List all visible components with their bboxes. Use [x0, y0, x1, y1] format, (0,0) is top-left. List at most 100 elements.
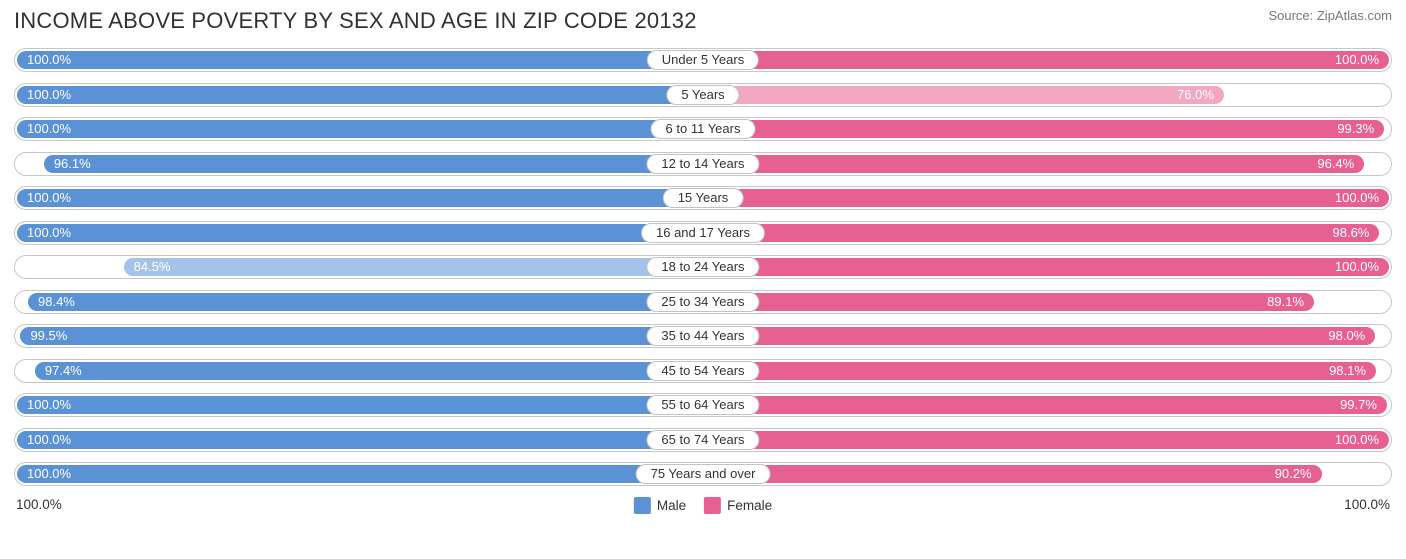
swatch-female: [704, 497, 721, 514]
female-bar: [703, 396, 1387, 414]
male-value-label: 100.0%: [15, 463, 83, 485]
male-value-label: 100.0%: [15, 222, 83, 244]
female-bar: [703, 431, 1389, 449]
female-value-label: 99.3%: [1325, 118, 1386, 140]
female-half: 89.1%: [703, 291, 1391, 313]
female-value-label: 100.0%: [1323, 49, 1391, 71]
male-bar: [35, 362, 703, 380]
legend: Male Female: [634, 497, 772, 514]
category-label: 16 and 17 Years: [641, 223, 765, 243]
male-bar: [20, 327, 703, 345]
chart-row: 100.0%76.0%5 Years: [14, 83, 1392, 107]
chart-row: 100.0%100.0%Under 5 Years: [14, 48, 1392, 72]
female-bar: [703, 258, 1389, 276]
female-bar: [703, 120, 1384, 138]
female-half: 99.7%: [703, 394, 1391, 416]
male-value-label: 100.0%: [15, 49, 83, 71]
category-label: 55 to 64 Years: [646, 395, 759, 415]
female-half: 90.2%: [703, 463, 1391, 485]
male-value-label: 98.4%: [26, 291, 87, 313]
female-half: 98.6%: [703, 222, 1391, 244]
category-label: 12 to 14 Years: [646, 154, 759, 174]
female-value-label: 90.2%: [1263, 463, 1324, 485]
female-bar: [703, 189, 1389, 207]
male-half: 100.0%: [15, 118, 703, 140]
male-half: 100.0%: [15, 222, 703, 244]
female-half: 98.1%: [703, 360, 1391, 382]
male-value-label: 84.5%: [122, 256, 183, 278]
chart-row: 97.4% 98.1% 45 to 54 Years: [14, 359, 1392, 383]
female-bar: [703, 362, 1376, 380]
female-value-label: 100.0%: [1323, 429, 1391, 451]
male-half: 100.0%: [15, 394, 703, 416]
chart-row: 100.0% 100.0% 65 to 74 Years: [14, 428, 1392, 452]
female-bar: [703, 465, 1322, 483]
male-half: 99.5%: [15, 325, 703, 347]
legend-female-label: Female: [727, 498, 772, 513]
chart-row: 100.0%100.0%15 Years: [14, 186, 1392, 210]
female-value-label: 100.0%: [1323, 256, 1391, 278]
female-value-label: 89.1%: [1255, 291, 1316, 313]
chart-title: INCOME ABOVE POVERTY BY SEX AND AGE IN Z…: [14, 8, 697, 34]
female-bar: [703, 293, 1314, 311]
category-label: 75 Years and over: [636, 464, 771, 484]
female-bar: [703, 327, 1375, 345]
category-label: 6 to 11 Years: [651, 119, 756, 139]
chart-row: 96.1% 96.4% 12 to 14 Years: [14, 152, 1392, 176]
male-bar: [28, 293, 703, 311]
category-label: 45 to 54 Years: [646, 361, 759, 381]
diverging-bar-chart: 100.0%100.0%Under 5 Years100.0%76.0%5 Ye…: [14, 48, 1392, 486]
male-bar: [44, 155, 703, 173]
chart-header: INCOME ABOVE POVERTY BY SEX AND AGE IN Z…: [14, 8, 1392, 34]
chart-row: 84.5% 100.0% 18 to 24 Years: [14, 255, 1392, 279]
legend-male: Male: [634, 497, 686, 514]
male-bar: [17, 120, 703, 138]
male-bar: [17, 431, 703, 449]
female-half: 100.0%: [703, 187, 1391, 209]
male-bar: [17, 51, 703, 69]
male-value-label: 100.0%: [15, 429, 83, 451]
female-half: 100.0%: [703, 256, 1391, 278]
male-half: 100.0%: [15, 463, 703, 485]
male-bar: [17, 189, 703, 207]
male-value-label: 100.0%: [15, 187, 83, 209]
female-value-label: 99.7%: [1328, 394, 1389, 416]
female-half: 99.3%: [703, 118, 1391, 140]
male-bar: [17, 86, 703, 104]
female-bar: [703, 155, 1364, 173]
male-half: 96.1%: [15, 153, 703, 175]
swatch-male: [634, 497, 651, 514]
female-half: 98.0%: [703, 325, 1391, 347]
chart-row: 100.0% 90.2% 75 Years and over: [14, 462, 1392, 486]
female-value-label: 96.4%: [1305, 153, 1366, 175]
male-bar: [124, 258, 703, 276]
female-value-label: 98.1%: [1317, 360, 1378, 382]
category-label: 18 to 24 Years: [646, 257, 759, 277]
female-half: 100.0%: [703, 429, 1391, 451]
category-label: 65 to 74 Years: [646, 430, 759, 450]
male-half: 100.0%: [15, 84, 703, 106]
chart-row: 100.0% 98.6% 16 and 17 Years: [14, 221, 1392, 245]
female-value-label: 100.0%: [1323, 187, 1391, 209]
axis-left-label: 100.0%: [16, 497, 62, 512]
male-bar: [17, 224, 703, 242]
male-value-label: 99.5%: [18, 325, 79, 347]
legend-female: Female: [704, 497, 772, 514]
female-value-label: 76.0%: [1165, 84, 1226, 106]
x-axis: 100.0% Male Female 100.0%: [14, 497, 1392, 512]
male-value-label: 100.0%: [15, 394, 83, 416]
male-value-label: 100.0%: [15, 84, 83, 106]
male-half: 84.5%: [15, 256, 703, 278]
female-half: 96.4%: [703, 153, 1391, 175]
male-half: 100.0%: [15, 187, 703, 209]
female-half: 100.0%: [703, 49, 1391, 71]
female-half: 76.0%: [703, 84, 1391, 106]
male-value-label: 97.4%: [33, 360, 94, 382]
female-value-label: 98.6%: [1321, 222, 1382, 244]
male-half: 97.4%: [15, 360, 703, 382]
axis-right-label: 100.0%: [1344, 497, 1390, 512]
chart-row: 98.4%89.1%25 to 34 Years: [14, 290, 1392, 314]
male-bar: [17, 396, 703, 414]
category-label: 35 to 44 Years: [646, 326, 759, 346]
male-half: 100.0%: [15, 49, 703, 71]
